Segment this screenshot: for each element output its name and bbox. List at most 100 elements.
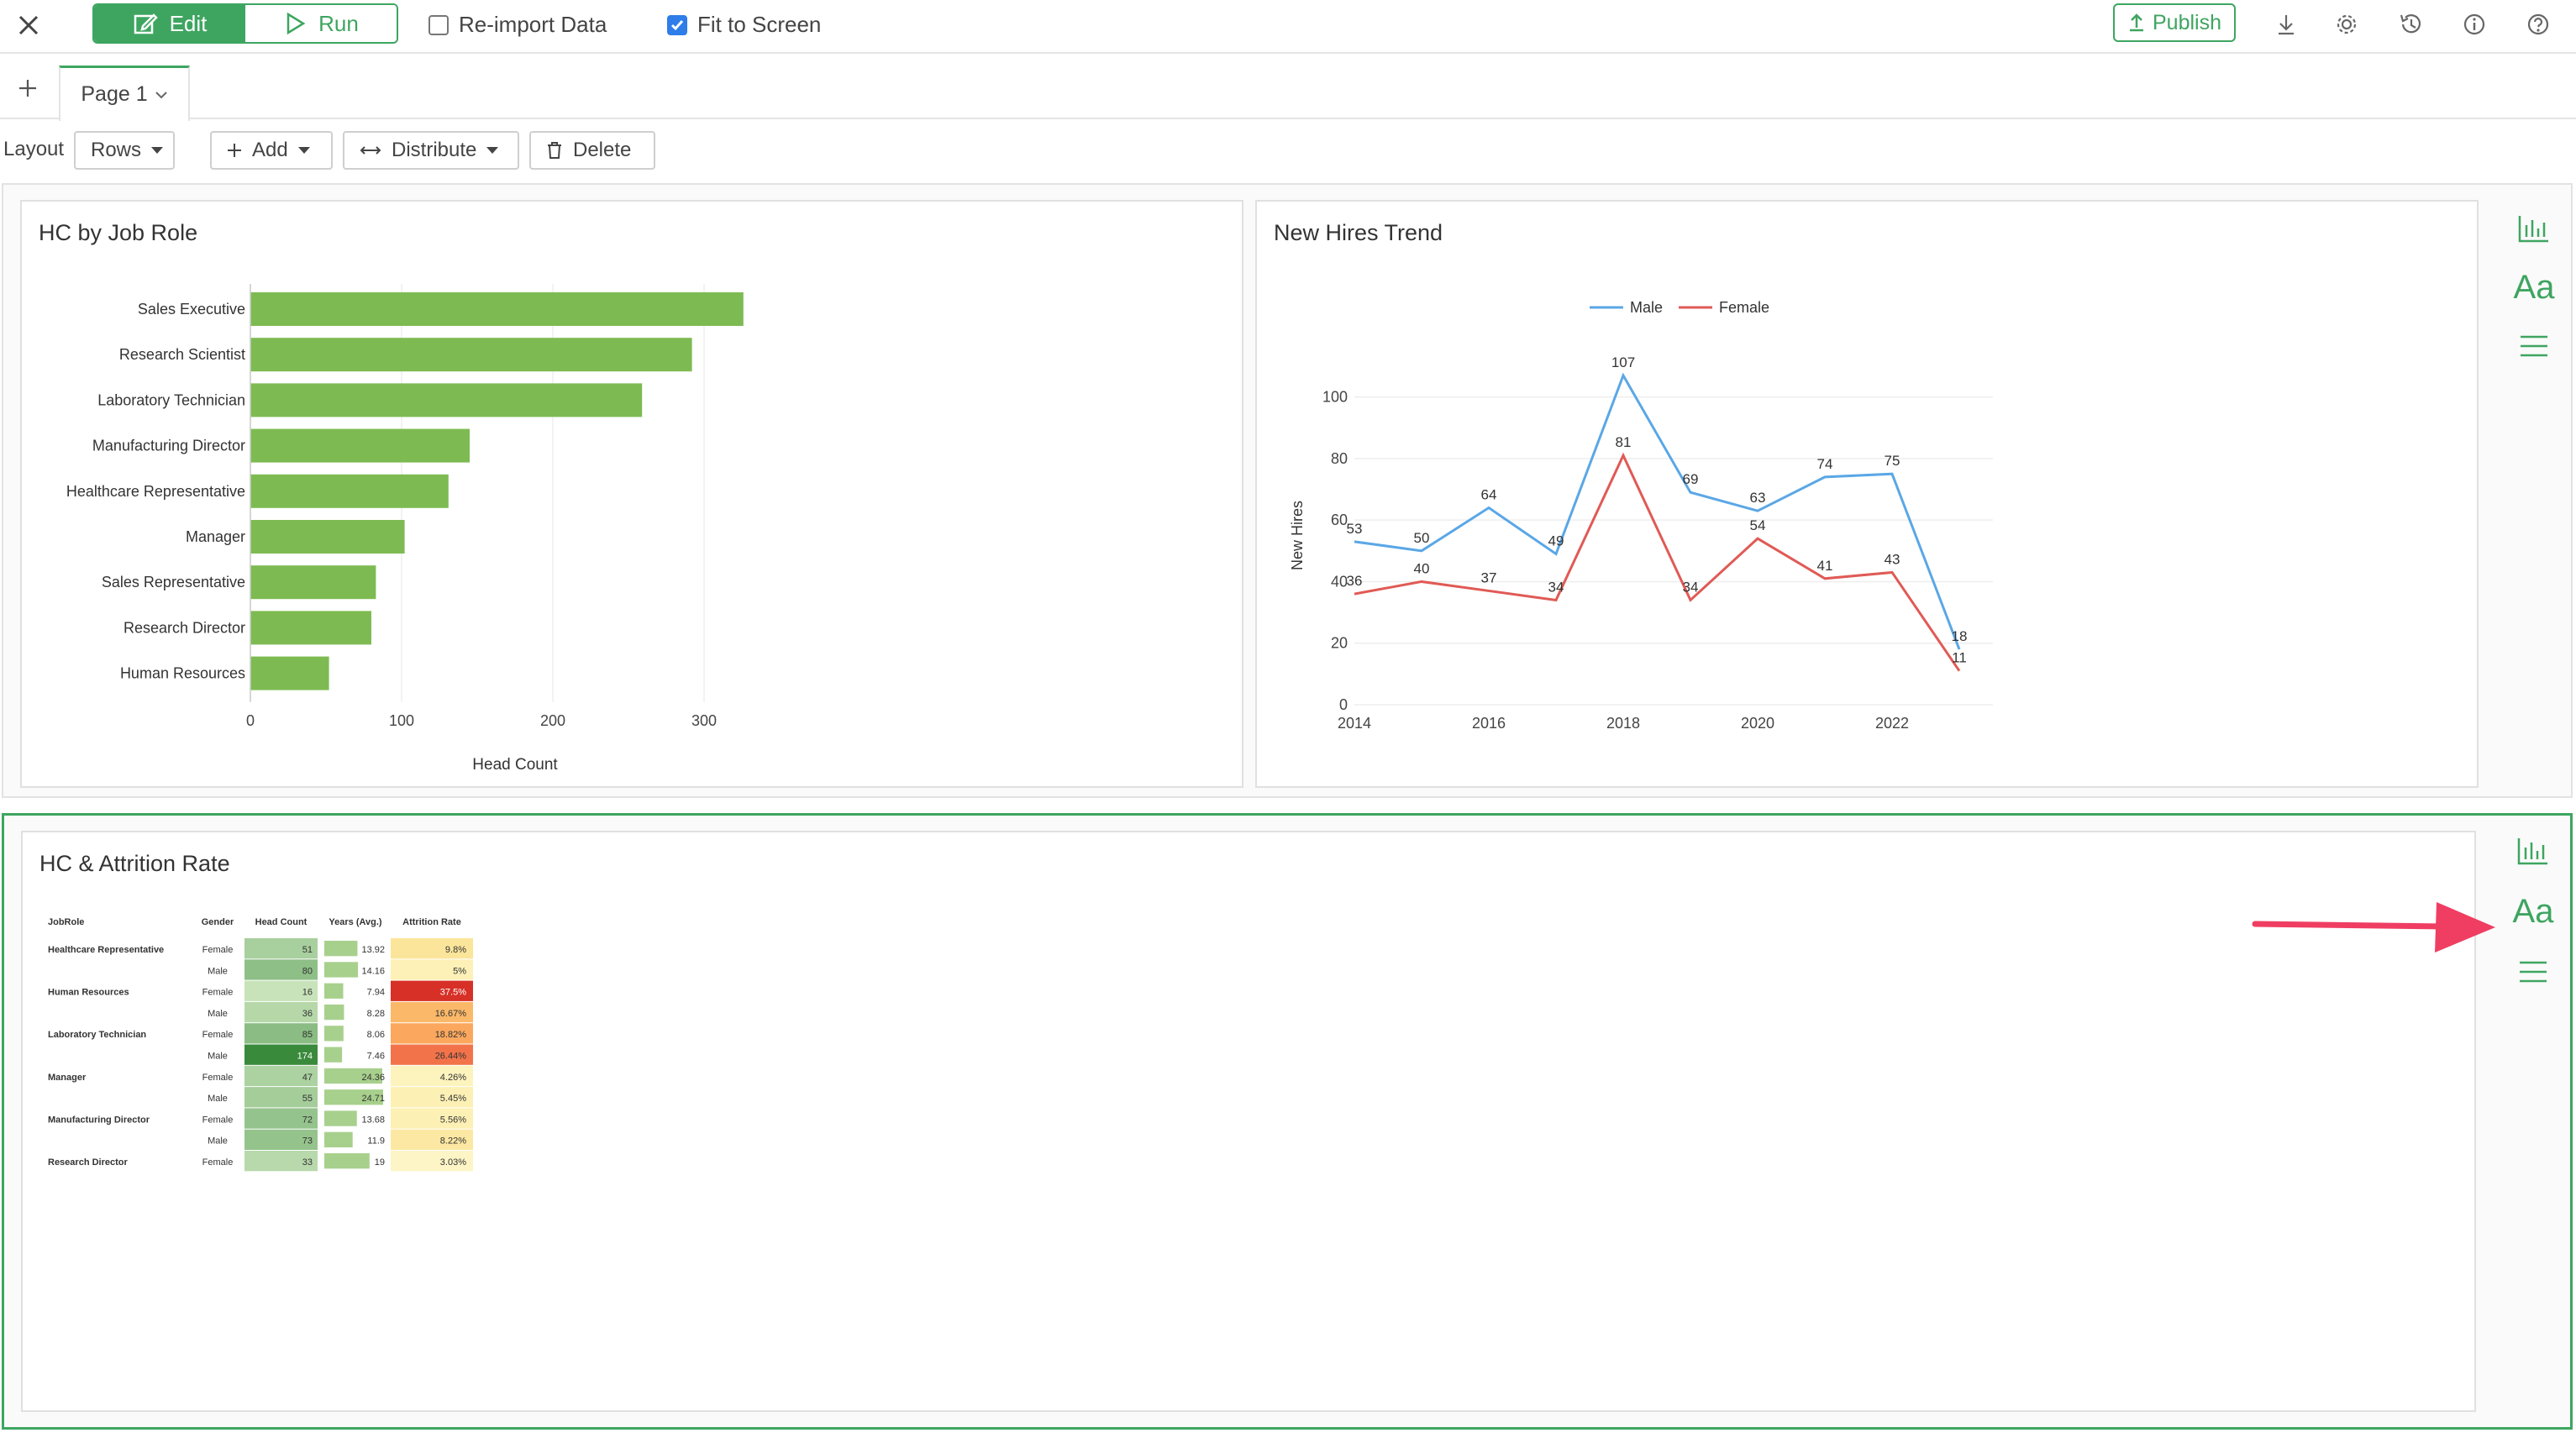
column-header: Gender [202,917,234,927]
layout-row-1[interactable]: HC by Job Role 0 100 200 300 Sales Executive… [2,183,2573,798]
y-tick-label: 0 [1339,696,1348,713]
data-label: 40 [1414,560,1430,576]
head-count-value: 51 [302,945,313,955]
bar [250,428,470,463]
data-label: 54 [1750,517,1766,533]
y-tick-label: 60 [1331,512,1348,528]
head-count-cell [244,1151,318,1172]
data-label: 34 [1548,579,1564,595]
data-label: 36 [1347,573,1363,589]
data-label: 74 [1817,456,1833,472]
delete-label: Delete [573,139,632,161]
years-value: 8.28 [367,1009,385,1019]
head-count-value: 85 [302,1030,313,1040]
bar [250,474,449,508]
rows-dropdown[interactable]: Rows [74,131,175,170]
panel-hc-by-job-role[interactable]: HC by Job Role 0 100 200 300 Sales Executive… [20,200,1243,788]
data-label: 49 [1548,533,1564,548]
delete-button[interactable]: Delete [529,131,655,170]
edit-button[interactable]: Edit [94,5,245,42]
data-label: 43 [1885,551,1900,567]
attrition-value: 16.67% [435,1009,467,1019]
job-role-cell: Healthcare Representative [48,945,164,955]
rows-label: Rows [91,139,142,161]
text-style-icon[interactable]: Aa [2512,892,2554,930]
chart-icon[interactable] [2515,832,2552,869]
text-style-icon[interactable]: Aa [2513,268,2555,306]
job-role-cell: Research Director [48,1157,128,1168]
attrition-value: 5.56% [440,1115,466,1125]
info-icon[interactable] [2460,10,2489,39]
menu-icon[interactable] [2516,328,2552,365]
y-tick-label: Sales Representative [102,574,245,590]
data-label: 81 [1616,434,1632,450]
page-tab-bar: Page 1 [0,55,2576,121]
line-chart: 0 20 40 60 80 100 2014 2016 2018 2020 2022 New Hire… [1289,299,1993,732]
data-label: 53 [1347,521,1363,537]
head-count-value: 73 [302,1136,313,1147]
x-tick-label: 2016 [1472,715,1506,732]
fit-label: Fit to Screen [697,12,822,37]
publish-button[interactable]: Publish [2113,3,2236,42]
attrition-cell [391,1065,473,1087]
close-icon[interactable] [12,8,45,42]
tab-page-1[interactable]: Page 1 [59,66,190,121]
years-bar [324,1004,344,1021]
fit-to-screen-checkbox[interactable]: Fit to Screen [667,12,821,38]
layout-row-2-selected[interactable]: HC & Attrition Rate JobRole Gender Head Co… [2,813,2573,1430]
reimport-data-checkbox[interactable]: Re-import Data [428,12,607,38]
attrition-cell [391,959,473,980]
panel-title: HC & Attrition Rate [39,851,230,876]
help-icon[interactable] [2524,10,2552,39]
years-value: 13.68 [361,1115,385,1125]
gear-icon[interactable] [2332,10,2361,39]
download-icon[interactable] [2272,10,2300,39]
data-label: 69 [1683,471,1699,487]
chart-icon[interactable] [2516,210,2552,247]
panel-hc-attrition-rate[interactable]: HC & Attrition Rate JobRole Gender Head Co… [21,831,2476,1412]
head-count-cell [244,1001,318,1023]
add-page-icon[interactable] [13,74,42,102]
bar-chart: 0 100 200 300 Sales Executive Research Scient… [66,284,744,774]
y-tick-label: 80 [1331,450,1348,467]
distribute-button[interactable]: Distribute [343,131,519,170]
history-icon[interactable] [2396,10,2425,39]
panel-new-hires-trend[interactable]: New Hires Trend 0 20 40 60 80 100 2014 2016 2018… [1255,200,2479,788]
years-bar [324,1047,343,1063]
reimport-checkbox-box[interactable] [428,14,449,35]
head-count-value: 55 [302,1094,313,1104]
menu-icon[interactable] [2515,953,2552,990]
y-tick-label: Research Director [124,619,245,636]
caret-down-icon [486,147,499,154]
gender-cell: Female [202,1073,234,1083]
top-toolbar: Edit Run Re-import Data Fit to Screen Pu… [0,0,2576,54]
head-count-value: 72 [302,1115,313,1125]
add-button[interactable]: Add [210,131,333,170]
fit-checkbox-box[interactable] [667,14,687,35]
head-count-cell [244,1129,318,1150]
attrition-cell [391,1001,473,1023]
years-bar [324,1153,370,1169]
x-tick-label: 0 [246,712,255,729]
distribute-label: Distribute [392,139,477,161]
job-role-cell: Manufacturing Director [48,1115,150,1125]
mode-toggle: Edit Run [92,3,398,44]
attrition-value: 3.03% [440,1157,466,1168]
y-tick-label: 40 [1331,573,1348,590]
y-tick-label: Research Scientist [119,346,245,363]
run-button[interactable]: Run [245,5,397,42]
y-tick-label: Manufacturing Director [92,438,245,454]
head-count-cell [244,1044,318,1065]
x-tick-label: 100 [389,712,414,729]
column-header: Head Count [255,917,308,927]
bar [250,565,376,600]
job-role-cell: Human Resources [48,988,129,998]
attrition-value: 8.22% [440,1136,466,1147]
run-label: Run [318,10,359,36]
gender-cell: Male [208,1009,228,1019]
layout-toolbar: Layout Rows Add Distribute Delete [0,126,2576,176]
years-value: 7.46 [367,1052,385,1062]
y-tick-label: 20 [1331,635,1348,652]
data-label: 64 [1481,487,1497,503]
play-icon [287,12,306,35]
